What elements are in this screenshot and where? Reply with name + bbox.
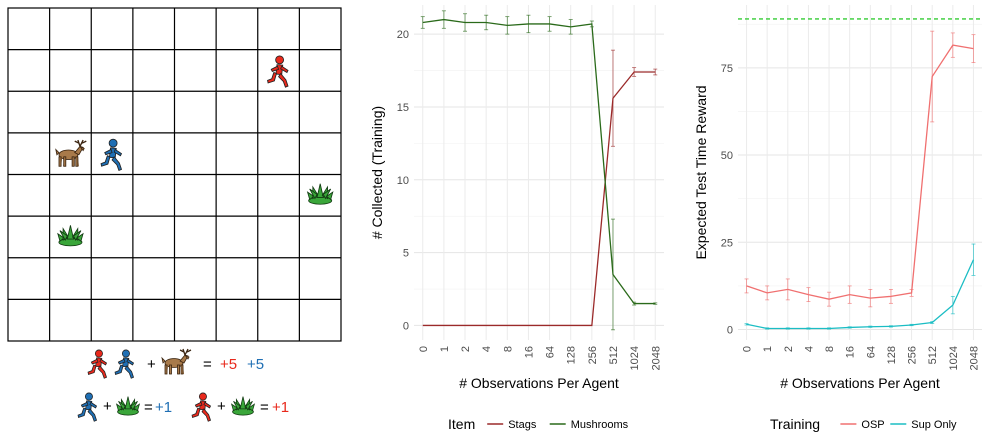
y-axis-label: Expected Test Time Reward (693, 85, 709, 259)
x-tick-label: 128 (566, 346, 578, 364)
x-tick-label: 4 (803, 346, 815, 352)
blue-agent-icon (77, 392, 98, 422)
x-axis-label: # Observations Per Agent (780, 375, 940, 391)
series-line (746, 259, 975, 330)
x-tick-label: 4 (481, 346, 493, 352)
legend-label: OSP (861, 419, 884, 431)
gridworld (7, 7, 342, 342)
legend-label: Sup Only (911, 419, 957, 431)
y-tick-label: 10 (397, 175, 409, 187)
blue-mushroom-reward: +1 (155, 399, 172, 416)
red-mushroom-reward: +1 (272, 399, 289, 416)
plus-sign: + (147, 356, 156, 373)
x-tick-label: 16 (845, 346, 857, 358)
legend-title: Item (448, 416, 475, 432)
stag-icon (161, 348, 192, 375)
collected-chart: 0 5 10 15 20 0 1 2 4 8 16 64 128 256 512 1024 2048 # Obse… (369, 5, 664, 432)
x-tick-label: 1024 (948, 346, 960, 370)
x-tick-label: 2048 (968, 346, 980, 370)
legend-label: Stags (508, 419, 537, 431)
y-tick-label: 0 (727, 325, 733, 337)
red-agent-icon (87, 349, 108, 379)
x-tick-label: 1 (439, 346, 451, 352)
x-tick-label: 512 (927, 346, 939, 364)
x-tick-label: 2 (460, 346, 472, 352)
series-line (746, 44, 974, 300)
y-tick-label: 50 (721, 150, 733, 162)
series-stags (422, 49, 658, 327)
x-tick-label: 1024 (629, 346, 641, 370)
x-tick-label: 128 (886, 346, 898, 364)
x-tick-label: 512 (608, 346, 620, 364)
mushroom-icon (116, 396, 140, 416)
x-tick-label: 2048 (650, 346, 662, 370)
series-mushrooms (420, 10, 658, 331)
x-tick-label: 256 (587, 346, 599, 364)
x-tick-label: 0 (742, 346, 754, 352)
x-tick-label: 2 (783, 346, 795, 352)
series-sup-only (744, 243, 976, 330)
y-tick-label: 5 (403, 248, 409, 260)
equals-sign: = (144, 399, 153, 416)
plot-panel (738, 5, 982, 340)
red-agent-icon (191, 392, 212, 422)
reward-mushroom-row: + = +1 + = +1 (77, 392, 289, 422)
x-tick-label: 256 (907, 346, 919, 364)
x-tick-label: 0 (418, 346, 430, 352)
x-tick-label: 8 (824, 346, 836, 352)
y-tick-label: 15 (397, 102, 409, 114)
red-stag-reward: +5 (220, 356, 237, 373)
y-tick-label: 0 (403, 320, 409, 332)
series-line (422, 18, 656, 305)
legend-label: Mushrooms (571, 419, 629, 431)
x-tick-label: 64 (865, 346, 877, 358)
series-osp (744, 30, 976, 308)
y-tick-label: 25 (721, 237, 733, 249)
legend: Training OSP Sup Only (770, 416, 957, 432)
plot-panel (414, 5, 664, 340)
equals-sign: = (203, 356, 212, 373)
reward-legend: + = +5 +5 + = +1 + = +1 (77, 348, 289, 422)
x-tick-label: 8 (502, 346, 514, 352)
series-line (422, 71, 656, 327)
reward-chart: 0 25 50 75 0 1 2 4 8 16 64 128 256 512 1024 2048 # Obser… (693, 5, 982, 432)
reward-stag-both-row: + = +5 +5 (87, 348, 264, 379)
x-tick-label: 1 (762, 346, 774, 352)
blue-stag-reward: +5 (247, 356, 264, 373)
blue-agent-icon (114, 349, 135, 379)
equals-sign: = (260, 399, 269, 416)
legend: Item Stags Mushrooms (448, 416, 629, 432)
x-tick-label: 64 (545, 346, 557, 358)
x-tick-label: 16 (523, 346, 535, 358)
plus-sign: + (103, 398, 112, 415)
y-tick-label: 75 (721, 63, 733, 75)
x-axis-label: # Observations Per Agent (459, 375, 619, 391)
y-axis-label: # Collected (Training) (369, 106, 385, 239)
y-tick-label: 20 (397, 29, 409, 41)
plus-sign: + (217, 398, 226, 415)
mushroom-icon (231, 396, 255, 416)
legend-title: Training (770, 416, 820, 432)
